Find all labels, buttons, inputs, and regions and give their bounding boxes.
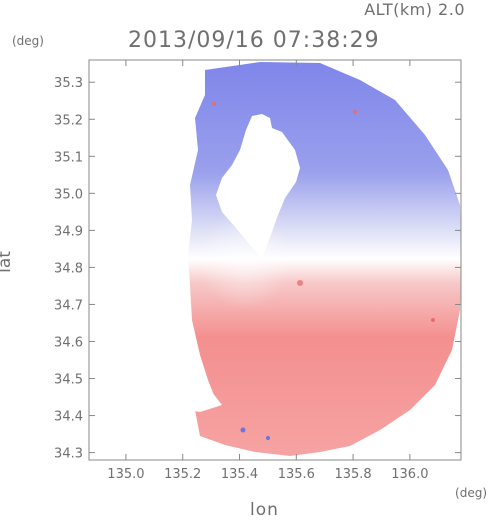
- y-tick-label: 34.3: [54, 447, 83, 462]
- y-tick-label: 34.4: [54, 410, 83, 425]
- plot-frame: [88, 59, 462, 461]
- x-tick-label: 135.0: [107, 467, 144, 482]
- y-tick-label: 35.2: [54, 113, 83, 128]
- y-tick-label: 35.3: [54, 76, 83, 91]
- x-tick-label: 135.2: [164, 467, 201, 482]
- x-tick-label: 136.0: [391, 467, 428, 482]
- y-tick-label: 34.7: [54, 298, 83, 313]
- x-tick-label: 135.4: [221, 467, 258, 482]
- chart-timestamp: 2013/09/16 07:38:29: [128, 28, 380, 53]
- x-tick-label: 135.8: [334, 467, 371, 482]
- y-tick-label: 34.9: [54, 224, 83, 239]
- y-tick-label: 35.0: [54, 187, 83, 202]
- x-tick-label: 135.6: [278, 467, 315, 482]
- y-tick-label: 35.1: [54, 150, 83, 165]
- altitude-label: ALT(km) 2.0: [364, 0, 465, 19]
- x-axis-label: lon: [250, 500, 279, 520]
- x-axis-unit: (deg): [455, 486, 487, 500]
- y-tick-label: 34.6: [54, 335, 83, 350]
- y-tick-label: 34.5: [54, 373, 83, 388]
- y-axis-unit: (deg): [12, 34, 44, 48]
- y-tick-label: 34.8: [54, 261, 83, 276]
- y-axis-label: lat: [0, 251, 15, 273]
